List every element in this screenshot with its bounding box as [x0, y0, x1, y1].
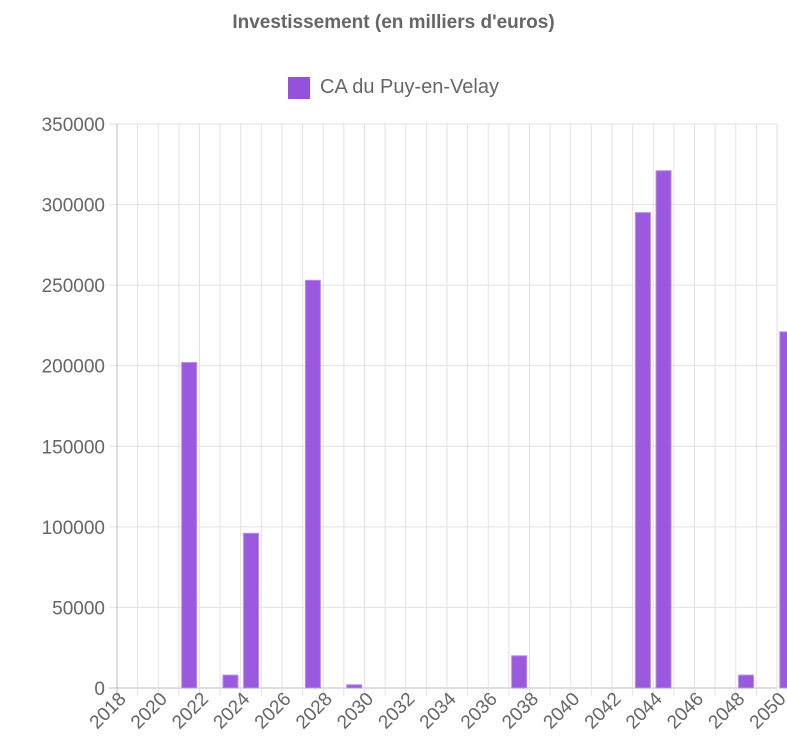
y-tick-label: 300000	[42, 196, 105, 217]
x-tick-label: 2034	[416, 688, 461, 733]
x-tick-label: 2036	[457, 689, 502, 734]
y-tick-label: 0	[94, 679, 105, 700]
x-tick-label: 2028	[292, 689, 337, 734]
x-tick-label: 2044	[622, 688, 667, 733]
x-tick-label: 2024	[210, 688, 255, 733]
legend-label: CA du Puy-en-Velay	[320, 76, 499, 98]
x-tick-label: 2042	[581, 689, 626, 734]
y-tick-label: 250000	[42, 276, 105, 297]
bar-2024[interactable]	[243, 532, 260, 689]
bar-2021[interactable]	[181, 361, 198, 689]
bar-2048[interactable]	[738, 674, 755, 689]
y-tick-label: 200000	[42, 357, 105, 378]
x-tick-label: 2022	[168, 689, 213, 734]
bar-2023[interactable]	[222, 674, 239, 689]
x-tick-label: 2030	[333, 689, 378, 734]
x-tick-label: 2032	[375, 689, 420, 734]
x-tick-label: 2040	[540, 689, 585, 734]
x-tick-label: 2020	[127, 689, 172, 734]
y-tick-label: 100000	[42, 518, 105, 539]
bar-2050[interactable]	[779, 331, 787, 689]
x-tick-label: 2026	[251, 689, 296, 734]
x-tick-label: 2048	[705, 689, 750, 734]
bar-2027[interactable]	[304, 279, 321, 689]
legend-swatch	[288, 76, 310, 99]
grid-lines	[109, 123, 778, 696]
bar-2037[interactable]	[511, 655, 528, 689]
x-axis-ticks: 2018202020222024202620282030203220342036…	[86, 688, 787, 733]
x-tick-label: 2050	[746, 689, 787, 734]
bars	[181, 170, 787, 689]
y-tick-label: 350000	[42, 115, 105, 136]
bar-2043[interactable]	[634, 212, 651, 689]
y-tick-label: 50000	[52, 598, 105, 619]
x-tick-label: 2018	[86, 689, 131, 734]
y-axis-ticks: 0 50000 100000 150000 200000 250000 300000 3500…	[42, 115, 105, 700]
chart-title: Investissement (en milliers d'euros)	[232, 12, 555, 33]
x-tick-label: 2046	[663, 689, 708, 734]
y-tick-label: 150000	[42, 437, 105, 458]
bar-2044[interactable]	[655, 170, 672, 689]
x-tick-label: 2038	[498, 689, 543, 734]
bar-2029[interactable]	[346, 684, 363, 689]
legend[interactable]: CA du Puy-en-Velay	[0, 76, 787, 99]
